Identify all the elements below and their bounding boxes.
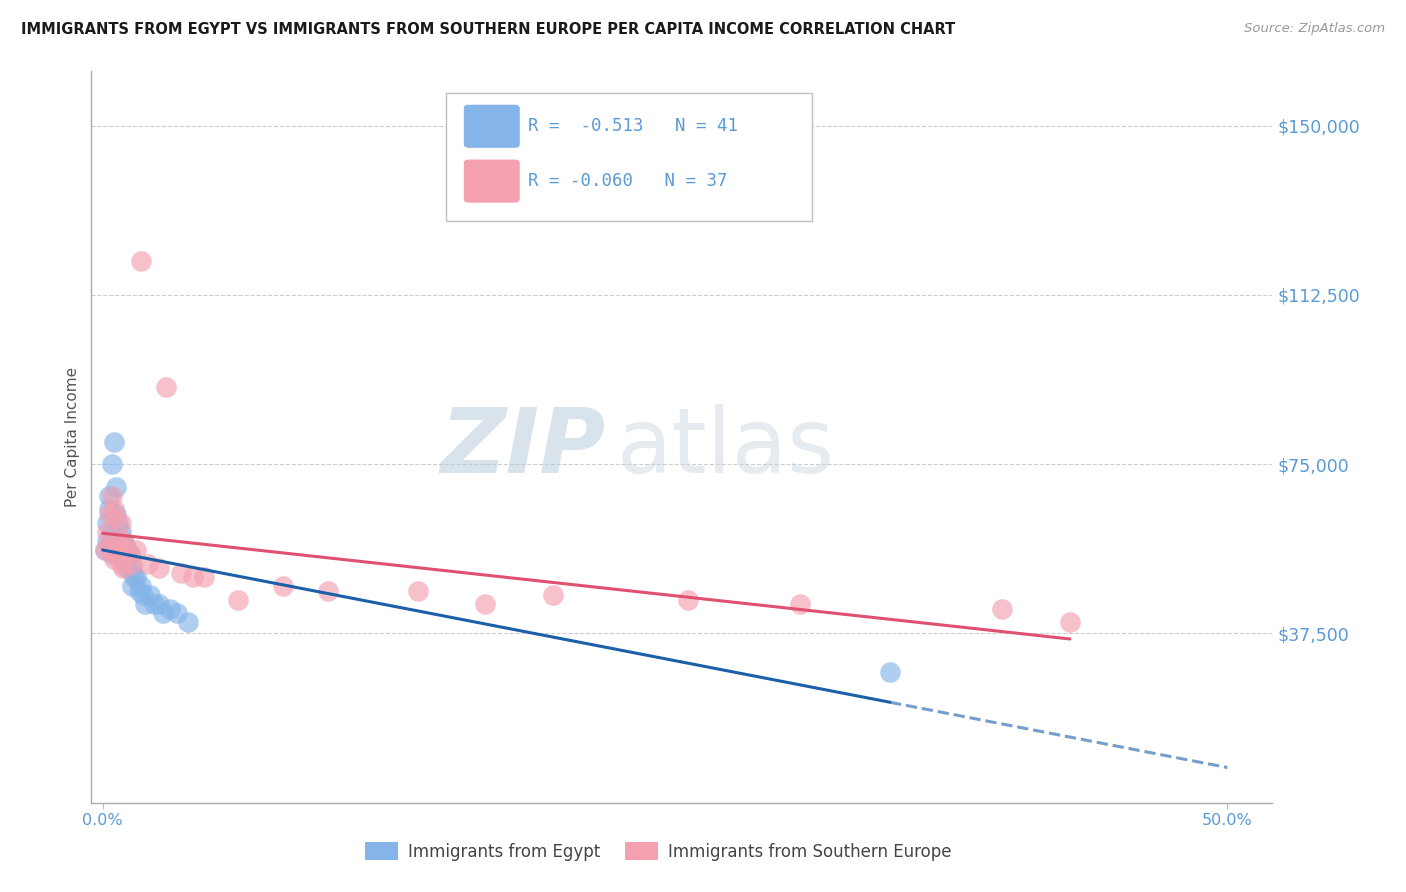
Point <box>1059 615 1081 630</box>
Point <box>105 548 128 562</box>
Point <box>98 489 121 503</box>
Text: IMMIGRANTS FROM EGYPT VS IMMIGRANTS FROM SOUTHERN EUROPE PER CAPITA INCOME CORRE: IMMIGRANTS FROM EGYPT VS IMMIGRANTS FROM… <box>21 22 955 37</box>
Point <box>117 548 139 562</box>
Point <box>100 548 122 562</box>
Point <box>118 548 141 562</box>
Point <box>96 516 118 530</box>
Point <box>121 557 143 571</box>
Point <box>111 533 134 548</box>
Point <box>134 597 156 611</box>
Point <box>110 548 132 562</box>
Text: ZIP: ZIP <box>440 404 605 492</box>
Point <box>107 516 129 530</box>
Point <box>94 543 117 558</box>
Point <box>103 552 125 566</box>
Point <box>98 538 121 552</box>
Point <box>143 597 166 611</box>
Point <box>103 502 125 516</box>
Point <box>96 524 118 539</box>
Point <box>166 606 188 620</box>
Point <box>110 557 132 571</box>
Point <box>117 543 139 558</box>
Point <box>155 380 177 394</box>
Point <box>148 597 170 611</box>
Point <box>226 592 249 607</box>
Text: R =  -0.513   N = 41: R = -0.513 N = 41 <box>529 117 738 136</box>
Text: atlas: atlas <box>617 404 835 492</box>
Point <box>122 570 145 584</box>
Point <box>159 601 181 615</box>
Point <box>129 579 152 593</box>
Point <box>121 561 143 575</box>
Point <box>98 507 121 521</box>
Point <box>125 543 148 558</box>
Point <box>107 548 129 562</box>
Point <box>128 583 150 598</box>
Point <box>107 533 129 548</box>
Y-axis label: Per Capita Income: Per Capita Income <box>65 367 80 508</box>
Point <box>100 524 122 539</box>
FancyBboxPatch shape <box>464 159 520 203</box>
Point <box>139 588 162 602</box>
Point <box>100 543 122 558</box>
Point <box>110 524 132 539</box>
Text: R = -0.060   N = 37: R = -0.060 N = 37 <box>529 172 728 190</box>
Point <box>117 561 139 575</box>
Point <box>103 434 125 449</box>
Point <box>98 502 121 516</box>
Point <box>676 592 699 607</box>
Point <box>111 533 134 548</box>
Point <box>111 561 134 575</box>
FancyBboxPatch shape <box>446 94 811 221</box>
Point <box>98 538 121 552</box>
Point <box>103 543 125 558</box>
Point <box>105 507 128 521</box>
Point <box>991 601 1014 615</box>
Point <box>100 457 122 471</box>
Point <box>96 533 118 548</box>
Point <box>105 480 128 494</box>
Point <box>316 583 339 598</box>
Point <box>129 254 152 268</box>
Point <box>94 543 117 558</box>
Point <box>170 566 193 580</box>
Point <box>152 606 174 620</box>
Point <box>177 615 200 630</box>
Point <box>114 538 136 552</box>
Point <box>100 489 122 503</box>
Point <box>181 570 204 584</box>
FancyBboxPatch shape <box>464 104 520 148</box>
Text: Source: ZipAtlas.com: Source: ZipAtlas.com <box>1244 22 1385 36</box>
Point <box>114 538 136 552</box>
Point <box>114 557 136 571</box>
Point <box>118 548 141 562</box>
Point <box>132 588 155 602</box>
Point <box>406 583 429 598</box>
Point <box>107 538 129 552</box>
Point <box>271 579 294 593</box>
Point <box>121 579 143 593</box>
Point <box>105 511 128 525</box>
Point <box>541 588 564 602</box>
Point <box>111 552 134 566</box>
Point <box>789 597 811 611</box>
Legend: Immigrants from Egypt, Immigrants from Southern Europe: Immigrants from Egypt, Immigrants from S… <box>359 836 959 868</box>
Point <box>474 597 496 611</box>
Point <box>148 561 170 575</box>
Point <box>110 516 132 530</box>
Point <box>136 557 159 571</box>
Point <box>125 570 148 584</box>
Point <box>879 665 901 679</box>
Point <box>193 570 215 584</box>
